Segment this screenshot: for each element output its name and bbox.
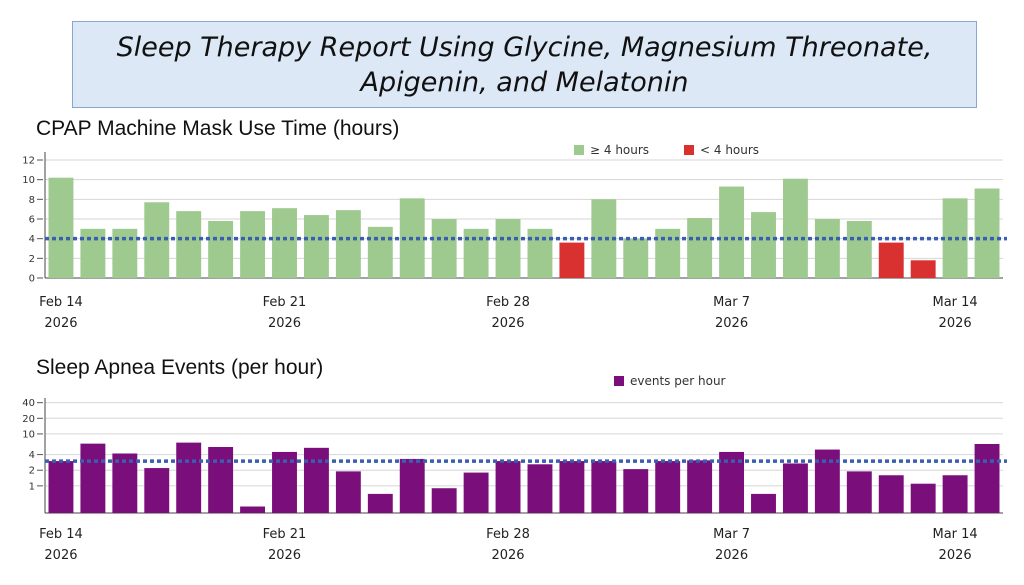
x-tick-label: Feb 14 [39,295,83,310]
bar [144,468,170,513]
x-tick-year-label: 2026 [939,316,972,331]
legend-swatch [574,145,584,155]
bar [814,449,840,513]
y-tick-label: 12 [22,156,35,167]
y-tick-label: 10 [22,175,35,186]
x-tick-year-label: 2026 [715,316,748,331]
cpap-chart-title: CPAP Machine Mask Use Time (hours) [36,117,400,140]
bar [335,471,361,513]
x-tick-label: Mar 7 [713,295,750,310]
x-tick-label: Feb 14 [39,527,83,542]
y-tick-label: 6 [29,215,35,226]
legend-swatch [684,145,694,155]
bar [878,475,904,513]
bar [272,208,297,278]
bar [910,260,936,278]
bar [910,483,936,513]
y-tick-label: 0 [29,274,35,285]
bar [176,211,202,278]
cpap-usage-chart: 0 2 4 6 8 10 12 Feb 14 2026 Feb 21 2026 Feb 28 2026 M… [22,143,1007,331]
bar [367,226,393,278]
bar [782,178,808,278]
apnea-events-chart: 1 2 4 10 20 40 Feb 14 2026 Feb 21 2026 Feb 28 2026 M… [22,374,1007,563]
bar [367,493,393,513]
legend-label: < 4 hours [700,143,759,157]
y-tick-label: 1 [29,481,35,492]
bar [399,458,425,513]
x-tick-label: Mar 7 [713,527,750,542]
bar [48,461,74,513]
bar [687,460,713,513]
bar [80,228,106,278]
y-tick-label: 4 [29,234,35,245]
x-tick-label: Feb 28 [486,527,530,542]
legend-label: ≥ 4 hours [590,143,649,157]
bar [878,242,904,278]
x-tick-label: Feb 21 [263,295,307,310]
x-tick-year-label: 2026 [268,316,301,331]
bar [463,472,489,513]
bar [48,177,74,278]
y-tick-label: 2 [29,254,35,265]
x-tick-label: Feb 21 [263,527,307,542]
apnea-chart-title: Sleep Apnea Events (per hour) [36,356,324,379]
y-tick-label: 8 [29,195,35,206]
bar [974,188,1000,278]
y-tick-label: 10 [22,429,35,440]
bar [240,506,266,513]
bar [335,210,361,278]
x-tick-year-label: 2026 [715,548,748,563]
bar [303,447,329,513]
bar [208,447,234,513]
bar [942,475,968,513]
bar [112,228,138,278]
bar [240,211,266,278]
bar [176,442,202,513]
bar [751,493,776,513]
bar [495,219,521,278]
bar [687,218,713,278]
y-tick-label: 20 [22,414,35,425]
bar [495,461,521,513]
bar [112,453,138,513]
bar [751,212,776,278]
y-tick-label: 4 [29,450,35,461]
x-tick-year-label: 2026 [44,548,77,563]
report-title: Sleep Therapy Report Using Glycine, Magn… [116,31,933,98]
bar [527,464,553,513]
bar [655,461,681,513]
x-tick-label: Feb 28 [486,295,530,310]
x-tick-year-label: 2026 [268,548,301,563]
bar [559,242,585,278]
bar [623,238,649,278]
bar [80,443,106,513]
bar [431,219,457,278]
bar [591,461,617,513]
x-tick-year-label: 2026 [939,548,972,563]
y-tick-label: 40 [22,398,35,409]
x-tick-label: Mar 14 [932,295,977,310]
x-tick-label: Mar 14 [932,527,977,542]
x-tick-year-label: 2026 [44,316,77,331]
bar [431,488,457,513]
x-tick-year-label: 2026 [491,316,524,331]
bar [655,228,681,278]
bar [623,469,649,513]
legend-swatch [614,376,624,386]
bar [814,219,840,278]
bar [782,463,808,513]
report-title-box: Sleep Therapy Report Using Glycine, Magn… [72,21,977,108]
bar [303,215,329,278]
y-tick-label: 2 [29,466,35,477]
bar [463,228,489,278]
legend-label: events per hour [630,374,726,388]
bar [974,443,1000,513]
bar [846,471,872,513]
bar [719,186,745,278]
x-tick-year-label: 2026 [491,548,524,563]
bar [846,220,872,278]
bar [208,220,234,278]
bar [559,461,585,513]
bar [527,228,553,278]
